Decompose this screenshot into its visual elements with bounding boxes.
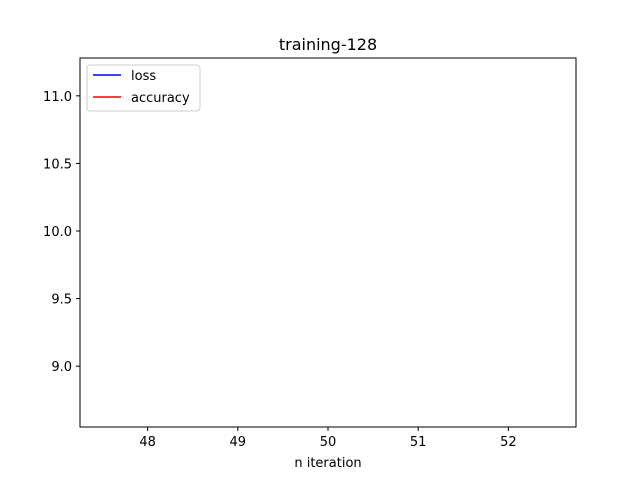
- y-tick-label: 9.5: [51, 293, 72, 308]
- x-tick-label: 52: [500, 435, 517, 450]
- legend-label-accuracy: accuracy: [131, 91, 190, 106]
- y-axis-ticks: 9.0 9.5 10.0 10.5 11.0: [43, 90, 80, 375]
- legend-box: [86, 64, 201, 112]
- x-axis-ticks: 48 49 50 51 52: [139, 427, 517, 450]
- x-tick-label: 49: [230, 435, 247, 450]
- x-tick-label: 48: [139, 435, 156, 450]
- chart-title: training-128: [279, 35, 377, 54]
- y-tick-label: 9.0: [51, 360, 72, 375]
- x-tick-label: 51: [410, 435, 427, 450]
- y-tick-label: 11.0: [43, 90, 72, 105]
- legend: loss accuracy: [86, 64, 201, 112]
- y-tick-label: 10.0: [43, 225, 72, 240]
- x-tick-label: 50: [320, 435, 337, 450]
- plot-frame: [79, 57, 577, 428]
- legend-label-loss: loss: [131, 69, 156, 84]
- x-axis-label: n iteration: [294, 456, 361, 471]
- y-tick-label: 10.5: [43, 157, 72, 172]
